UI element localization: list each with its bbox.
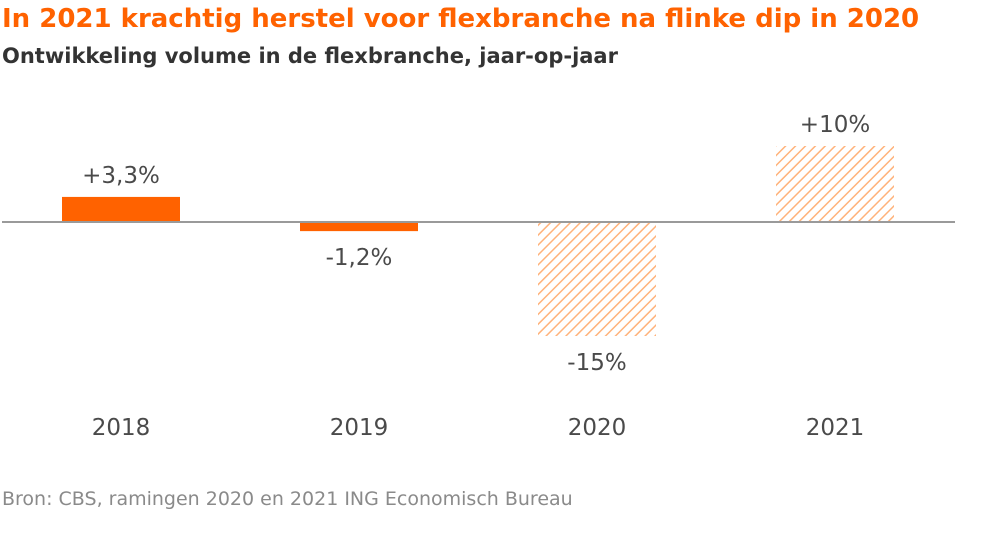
category-label-2020: 2020 — [568, 415, 627, 441]
data-label-2021: +10% — [800, 112, 870, 138]
source-note: Bron: CBS, ramingen 2020 en 2021 ING Eco… — [2, 488, 573, 510]
data-label-2018: +3,3% — [82, 163, 160, 189]
bars-group — [62, 146, 894, 336]
data-label-2019: -1,2% — [326, 245, 393, 271]
data-label-2020: -15% — [567, 350, 626, 376]
chart-subtitle: Ontwikkeling volume in de flexbranche, j… — [2, 44, 618, 68]
bar-2021 — [776, 146, 894, 222]
bar-2018 — [62, 196, 180, 222]
category-label-2019: 2019 — [330, 415, 389, 441]
category-label-2021: 2021 — [806, 415, 865, 441]
bar-2019 — [300, 222, 418, 232]
chart-title: In 2021 krachtig herstel voor flexbranch… — [2, 4, 920, 34]
bar-2020 — [538, 222, 656, 336]
labels-group: +3,3% 2018 -1,2% 2019 -15% 2020 +10% 2021 — [82, 112, 870, 441]
category-label-2018: 2018 — [92, 415, 151, 441]
